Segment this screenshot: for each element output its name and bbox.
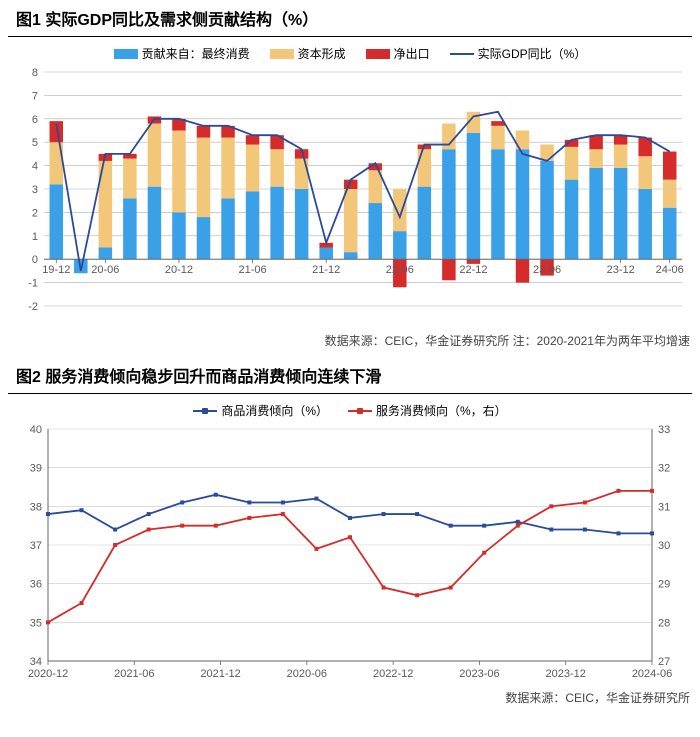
svg-text:2022-12: 2022-12 [373,668,413,680]
svg-text:7: 7 [32,90,38,102]
swatch-icon [270,49,294,59]
svg-text:21-06: 21-06 [239,264,267,276]
svg-text:2021-12: 2021-12 [200,668,240,680]
svg-text:19-12: 19-12 [42,264,70,276]
svg-text:35: 35 [30,617,42,629]
legend-goods: 商品消费倾向（%） [193,402,328,419]
swatch-icon [366,49,390,59]
svg-text:2023-06: 2023-06 [459,668,499,680]
swatch-icon [114,49,138,59]
svg-text:22-12: 22-12 [459,264,487,276]
svg-text:20-12: 20-12 [165,264,193,276]
svg-text:-2: -2 [28,301,38,313]
svg-text:20-06: 20-06 [91,264,119,276]
marker-icon [202,408,208,414]
svg-text:36: 36 [30,579,42,591]
svg-text:23-06: 23-06 [533,264,561,276]
svg-text:23-12: 23-12 [607,264,635,276]
svg-text:5: 5 [32,137,38,149]
marker-icon [357,408,363,414]
legend-label: 实际GDP同比（%） [478,45,587,62]
svg-text:21-12: 21-12 [312,264,340,276]
legend-gdp-line: 实际GDP同比（%） [450,45,587,62]
figure-2: 图2 服务消费倾向稳步回升而商品消费倾向连续下滑 商品消费倾向（%） 服务消费倾… [0,357,700,714]
svg-text:1: 1 [32,231,38,243]
line-swatch-icon [348,410,372,412]
svg-text:31: 31 [658,501,670,513]
figure-1-source: 数据来源：CEIC，华金证券研究所 注：2020-2021年为两年平均增速 [0,328,700,357]
svg-text:8: 8 [32,68,38,79]
svg-text:34: 34 [30,656,42,668]
legend-netexport: 净出口 [366,45,430,62]
svg-text:27: 27 [658,656,670,668]
svg-text:3: 3 [32,184,38,196]
figure-1: 图1 实际GDP同比及需求侧贡献结构（%） 贡献来自：最终消费 资本形成 净出口… [0,0,700,357]
figure-2-source: 数据来源：CEIC，华金证券研究所 [0,685,700,714]
svg-text:2024-06: 2024-06 [632,668,672,680]
legend-label: 净出口 [394,45,430,62]
svg-text:2020-12: 2020-12 [28,668,68,680]
svg-text:40: 40 [30,425,42,436]
svg-text:2021-06: 2021-06 [114,668,154,680]
legend-capital: 资本形成 [270,45,346,62]
figure-1-title: 图1 实际GDP同比及需求侧贡献结构（%） [8,0,692,37]
svg-text:-1: -1 [28,278,38,290]
svg-text:39: 39 [30,463,42,475]
figure-2-chart: 商品消费倾向（%） 服务消费倾向（%，右） 34 35 36 37 38 39 40 27 28… [8,400,692,685]
line-swatch-icon [193,410,217,412]
svg-text:29: 29 [658,579,670,591]
svg-text:6: 6 [32,114,38,126]
legend-label: 商品消费倾向（%） [221,402,328,419]
svg-text:30: 30 [658,540,670,552]
svg-text:2: 2 [32,207,38,219]
figure-1-legend: 贡献来自：最终消费 资本形成 净出口 实际GDP同比（%） [8,43,692,68]
svg-text:28: 28 [658,617,670,629]
figure-1-chart: 贡献来自：最终消费 资本形成 净出口 实际GDP同比（%） -2 -1 0 1 2 3 4 5… [8,43,692,328]
svg-text:24-06: 24-06 [656,264,684,276]
figure-2-legend: 商品消费倾向（%） 服务消费倾向（%，右） [8,400,692,425]
svg-text:22-06: 22-06 [386,264,414,276]
svg-text:32: 32 [658,463,670,475]
svg-text:38: 38 [30,501,42,513]
legend-label: 贡献来自：最终消费 [142,45,250,62]
svg-text:2023-12: 2023-12 [546,668,586,680]
legend-label: 资本形成 [298,45,346,62]
line-swatch-icon [450,53,474,55]
svg-text:2020-06: 2020-06 [287,668,327,680]
legend-services: 服务消费倾向（%，右） [348,402,507,419]
svg-text:33: 33 [658,425,670,436]
legend-consumption: 贡献来自：最终消费 [114,45,250,62]
figure-2-title: 图2 服务消费倾向稳步回升而商品消费倾向连续下滑 [8,357,692,394]
figure-1-svg: -2 -1 0 1 2 3 4 5 6 7 8 19-12 20-06 20-12 21-06 21-12 22… [8,68,692,328]
legend-label: 服务消费倾向（%，右） [376,402,507,419]
svg-text:4: 4 [32,161,38,173]
figure-2-svg: 34 35 36 37 38 39 40 27 28 29 30 31 32 33 2020-12 2021-… [8,425,692,685]
svg-text:37: 37 [30,540,42,552]
svg-text:0: 0 [32,254,38,266]
